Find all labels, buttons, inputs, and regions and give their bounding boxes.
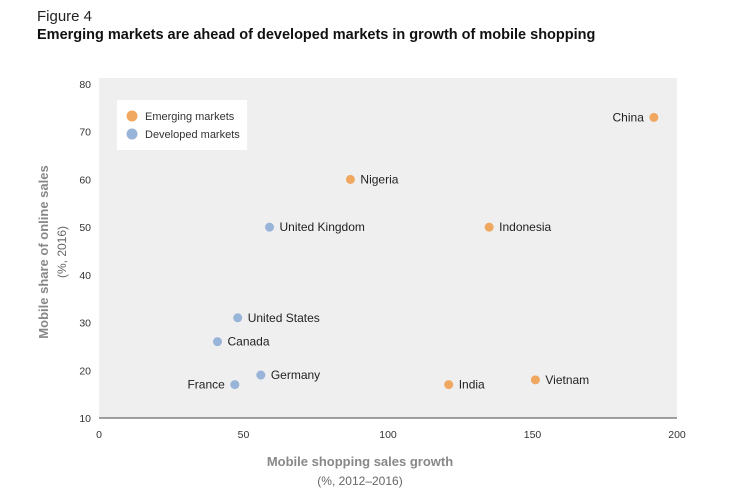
- y-tick-label: 20: [79, 365, 91, 377]
- legend-box: [117, 100, 247, 150]
- x-tick-label: 100: [379, 429, 397, 441]
- figure-label: Figure 4: [37, 8, 93, 25]
- legend-label: Developed markets: [145, 129, 240, 141]
- y-tick-label: 80: [79, 79, 91, 91]
- data-point: [265, 222, 275, 232]
- x-axis-subtitle: (%, 2012–2016): [317, 474, 402, 488]
- data-point: [444, 380, 454, 390]
- x-tick-label: 0: [96, 429, 102, 441]
- legend-marker: [126, 110, 138, 122]
- data-point-label: Indonesia: [499, 220, 551, 234]
- x-tick-label: 150: [524, 429, 542, 441]
- y-axis-subtitle: (%, 2016): [55, 226, 69, 278]
- data-point: [212, 337, 222, 347]
- data-point: [256, 370, 266, 380]
- data-point-label: United States: [248, 311, 320, 325]
- data-point-label: Germany: [271, 368, 320, 382]
- legend-label: Emerging markets: [145, 111, 235, 123]
- data-point: [345, 174, 355, 184]
- x-tick-label: 50: [238, 429, 250, 441]
- data-point: [233, 313, 243, 323]
- y-axis-title: Mobile share of online sales: [36, 165, 51, 338]
- data-point-label: China: [613, 110, 645, 124]
- y-tick-label: 40: [79, 270, 91, 282]
- data-point-label: France: [187, 378, 225, 392]
- data-point: [530, 375, 540, 385]
- y-tick-label: 10: [79, 413, 91, 425]
- x-tick-label: 200: [668, 429, 686, 441]
- y-tick-label: 30: [79, 318, 91, 330]
- data-point: [484, 222, 494, 232]
- y-tick-label: 50: [79, 222, 91, 234]
- data-point: [649, 112, 659, 122]
- data-point-label: Nigeria: [360, 172, 398, 186]
- data-point-label: India: [459, 378, 485, 392]
- legend-marker: [126, 128, 138, 140]
- chart-title: Emerging markets are ahead of developed …: [37, 27, 596, 43]
- y-tick-label: 60: [79, 174, 91, 186]
- legend: Emerging markets Developed markets: [117, 100, 247, 150]
- data-point: [230, 380, 240, 390]
- x-axis-title: Mobile shopping sales growth: [267, 454, 453, 469]
- data-point-label: Canada: [227, 335, 269, 349]
- data-point-label: Vietnam: [545, 373, 589, 387]
- data-point-label: United Kingdom: [280, 220, 365, 234]
- y-tick-label: 70: [79, 127, 91, 139]
